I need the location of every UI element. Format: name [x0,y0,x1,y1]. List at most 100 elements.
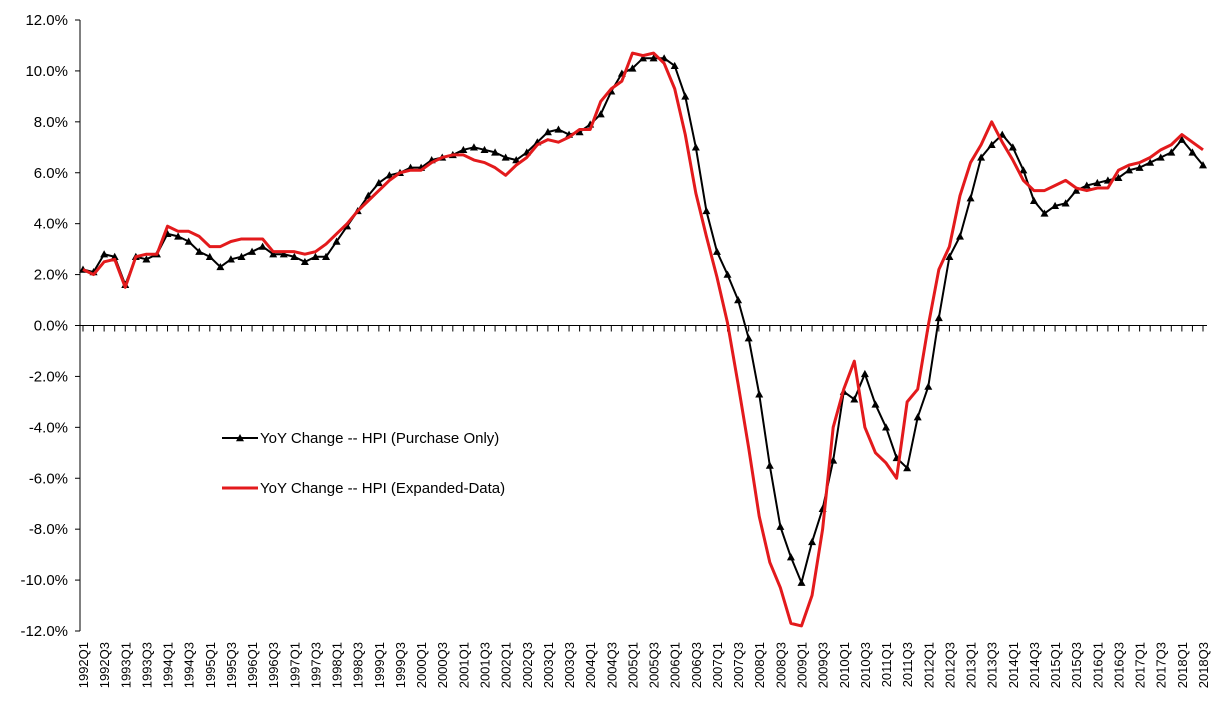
marker [903,464,912,472]
x-tick-label: 1997Q1 [287,642,302,688]
y-tick-label: -4.0% [29,419,68,436]
marker [332,237,341,245]
x-tick-label: 1992Q3 [97,642,112,688]
x-tick-label: 2007Q1 [710,642,725,688]
x-tick-label: 1999Q1 [372,642,387,688]
y-tick-label: -6.0% [29,470,68,487]
marker [459,145,468,154]
marker [322,252,331,260]
marker [1040,209,1049,217]
y-tick-label: 10.0% [25,63,68,80]
marker [691,143,700,151]
x-tick-label: 2008Q3 [773,642,788,688]
marker [744,334,753,342]
x-tick-label: 2012Q1 [921,642,936,688]
marker [100,250,109,258]
x-tick-label: 2013Q1 [964,642,979,688]
x-tick-label: 2013Q3 [985,642,1000,688]
marker [1177,135,1186,143]
marker [681,92,690,100]
x-tick-label: 2016Q1 [1090,642,1105,688]
y-tick-label: -2.0% [29,368,68,385]
marker [797,578,806,586]
marker [723,270,732,278]
marker [269,250,278,258]
marker [1051,201,1060,210]
marker [1156,153,1165,161]
marker [712,247,721,255]
marker [174,232,183,240]
x-tick-label: 2002Q1 [499,642,514,688]
marker [913,413,922,421]
x-tick-label: 1997Q3 [308,642,323,688]
marker [1167,148,1176,156]
marker [966,194,975,202]
marker [1061,199,1070,207]
marker [734,296,743,304]
marker [110,252,119,260]
y-tick-label: 8.0% [34,114,68,131]
marker [491,148,500,156]
y-tick-label: 4.0% [34,216,68,233]
marker [1135,163,1144,171]
marker [945,252,954,260]
x-tick-label: 1996Q3 [266,642,281,688]
x-tick-label: 2011Q1 [879,642,894,687]
x-tick-label: 2006Q3 [689,642,704,688]
x-tick-label: 1993Q1 [118,642,133,688]
x-tick-label: 2002Q3 [520,642,535,688]
x-tick-label: 2017Q3 [1154,642,1169,688]
x-tick-label: 1994Q3 [182,642,197,688]
marker [628,64,637,72]
marker [469,143,478,151]
marker [1093,178,1102,187]
marker [237,252,246,260]
marker [850,395,859,403]
marker [702,206,711,215]
x-tick-label: 2004Q1 [583,642,598,688]
x-tick-label: 2014Q3 [1027,642,1042,688]
x-tick-label: 2000Q1 [414,642,429,688]
marker [205,252,214,260]
x-tick-label: 1993Q3 [139,642,154,688]
y-tick-label: 6.0% [34,165,68,182]
y-tick-label: 0.0% [34,318,68,335]
x-tick-label: 2008Q1 [752,642,767,688]
x-tick-label: 2000Q3 [435,642,450,688]
x-tick-label: 2018Q3 [1196,642,1211,688]
marker [1146,158,1155,166]
x-tick-label: 2017Q1 [1133,642,1148,688]
marker [1008,143,1017,151]
marker [258,242,267,250]
marker [670,61,679,70]
marker [543,128,552,136]
marker [248,247,257,255]
y-tick-label: -10.0% [20,572,68,589]
marker [1125,166,1134,174]
marker [374,178,383,187]
marker [639,54,647,62]
marker [501,153,510,161]
x-tick-label: 1995Q1 [203,642,218,688]
marker [1114,173,1123,182]
x-tick-label: 2010Q3 [858,642,873,688]
marker [977,153,986,161]
x-tick-label: 2009Q3 [816,642,831,688]
legend-label: YoY Change -- HPI (Purchase Only) [260,430,499,447]
x-tick-label: 2007Q3 [731,642,746,688]
x-tick-label: 2018Q1 [1175,642,1190,688]
marker [860,369,869,378]
legend-label: YoY Change -- HPI (Expanded-Data) [260,480,505,497]
x-tick-label: 2015Q1 [1048,642,1063,688]
marker [649,54,658,62]
marker [776,522,785,530]
marker [924,382,933,390]
y-tick-label: 12.0% [25,12,68,29]
marker [786,553,795,561]
x-tick-label: 1995Q3 [224,642,239,688]
marker [755,390,764,398]
marker [195,247,204,255]
marker [385,171,394,179]
y-tick-label: -12.0% [20,623,68,640]
